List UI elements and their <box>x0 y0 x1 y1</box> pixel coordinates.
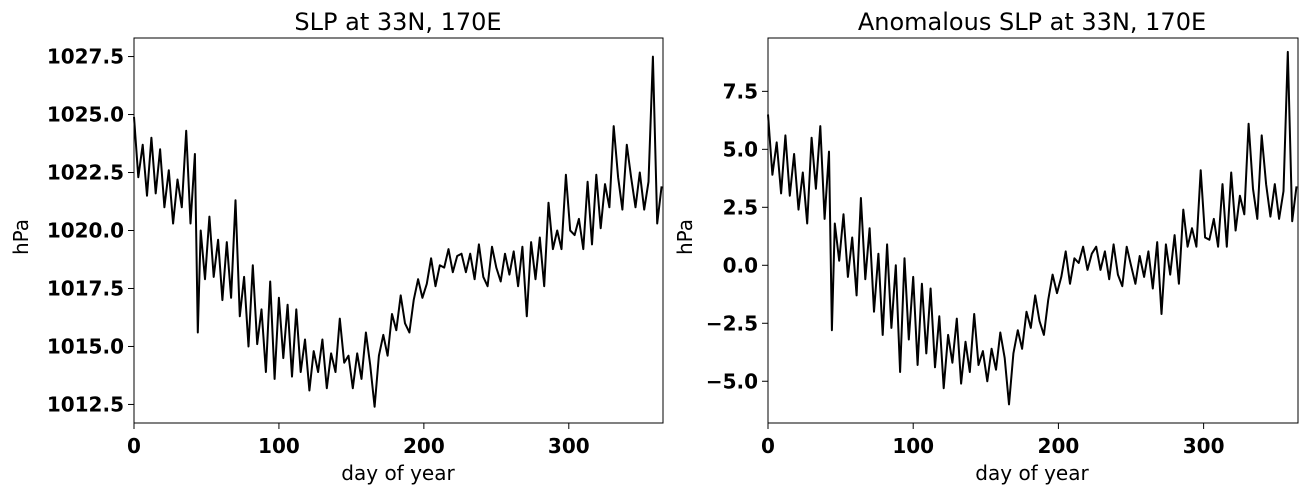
x-tick-label: 0 <box>761 434 775 458</box>
x-tick-label: 300 <box>1183 434 1225 458</box>
x-tick-label: 200 <box>1038 434 1080 458</box>
y-tick-label: −2.5 <box>706 311 758 335</box>
series-line <box>133 55 663 408</box>
anomalous-slp-panel: Anomalous SLP at 33N, 170E day of year h… <box>673 8 1299 485</box>
x-axis-label: day of year <box>341 461 455 485</box>
slp-panel: SLP at 33N, 170E day of year hPa 0 100 200… <box>9 8 664 485</box>
chart-title: SLP at 33N, 170E <box>294 8 501 36</box>
y-tick-label: 1017.5 <box>47 276 124 300</box>
x-axis-label: day of year <box>975 461 1089 485</box>
y-tick-label: 1027.5 <box>47 45 124 69</box>
x-tick-label: 0 <box>127 434 141 458</box>
tick-group: 0 100 200 300 −5.0 −2.5 0.0 2.5 5.0 7.5 <box>706 79 1225 458</box>
x-tick-label: 100 <box>892 434 934 458</box>
x-tick-label: 200 <box>403 434 445 458</box>
y-axis-label: hPa <box>9 219 33 255</box>
x-tick-label: 300 <box>548 434 590 458</box>
y-tick-label: −5.0 <box>706 369 758 393</box>
y-axis-label: hPa <box>673 219 697 255</box>
tick-group: 0 100 200 300 1012.5 1015.0 1017.5 1020.0 1022.5… <box>47 45 590 458</box>
y-tick-label: 2.5 <box>723 195 758 219</box>
y-tick-label: 1022.5 <box>47 161 124 185</box>
y-tick-label: 1020.0 <box>47 219 124 243</box>
y-tick-label: 5.0 <box>723 137 758 161</box>
plot-frame <box>133 37 664 424</box>
y-tick-label: 7.5 <box>723 79 758 103</box>
plot-frame <box>767 37 1299 424</box>
chart-title: Anomalous SLP at 33N, 170E <box>858 8 1206 36</box>
y-tick-label: 1015.0 <box>47 334 124 358</box>
y-tick-label: 1012.5 <box>47 392 124 416</box>
series-line <box>767 50 1298 406</box>
x-tick-label: 100 <box>258 434 300 458</box>
y-tick-label: 1025.0 <box>47 103 124 127</box>
y-tick-label: 0.0 <box>723 253 758 277</box>
